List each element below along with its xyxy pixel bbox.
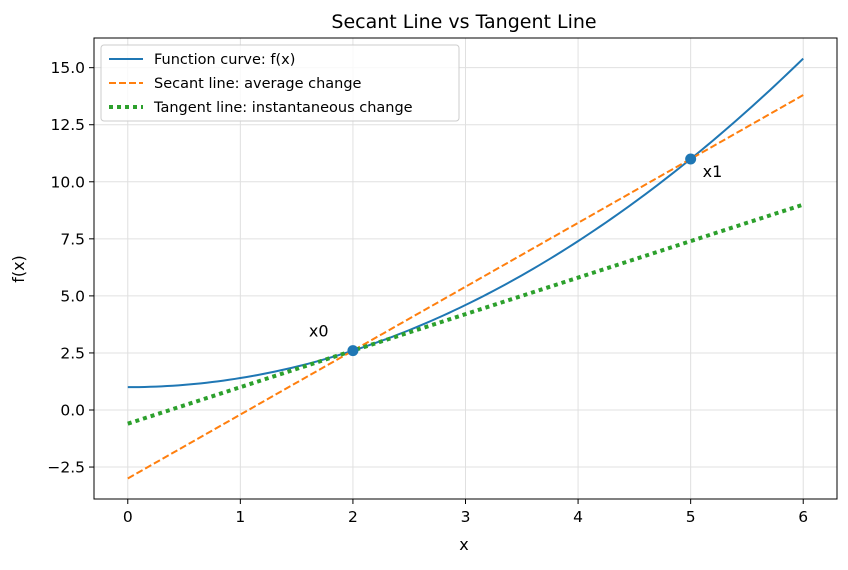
x-tick-label: 2: [348, 508, 358, 526]
point-marker-x0: [347, 345, 359, 357]
x-tick-label: 4: [573, 508, 583, 526]
points-layer: x0 x1: [309, 153, 723, 357]
point-marker-x1: [685, 153, 697, 165]
x-tick-label: 0: [123, 508, 133, 526]
y-tick-label: 7.5: [60, 230, 85, 248]
y-tick-label: 0.0: [60, 401, 85, 419]
x-axis-label: x: [459, 535, 468, 554]
y-tick-label: −2.5: [47, 459, 85, 477]
x-tick-label: 5: [686, 508, 696, 526]
chart-title: Secant Line vs Tangent Line: [331, 11, 596, 33]
legend-box: [100, 44, 460, 122]
y-tick-label: 12.5: [50, 116, 85, 134]
point-label-x0: x0: [309, 322, 329, 341]
legend-label-tangent: Tangent line: instantaneous change: [153, 100, 413, 116]
x-axis: 0 1 2 3 4 5 6: [123, 499, 808, 526]
y-axis: −2.5 0.0 2.5 5.0 7.5 10.0 12.5 15.0: [47, 59, 94, 477]
y-tick-label: 2.5: [60, 344, 85, 362]
y-tick-label: 15.0: [50, 59, 85, 77]
tangent-line: [127, 202, 804, 426]
x-tick-label: 6: [798, 508, 808, 526]
legend-label-secant: Secant line: average change: [154, 76, 362, 92]
x-tick-label: 3: [461, 508, 471, 526]
legend: Function curve: f(x) Secant line: averag…: [100, 44, 460, 122]
y-tick-label: 5.0: [60, 287, 85, 305]
y-tick-label: 10.0: [50, 173, 85, 191]
x-tick-label: 1: [235, 508, 245, 526]
y-axis-label: f(x): [9, 255, 28, 283]
point-label-x1: x1: [703, 162, 723, 181]
legend-label-function: Function curve: f(x): [154, 52, 295, 68]
